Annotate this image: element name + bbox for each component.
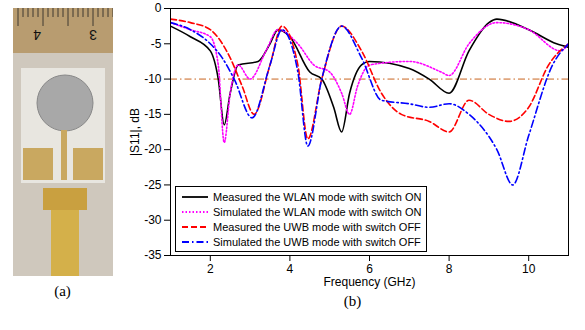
html-text:(a): (a)	[54, 283, 71, 299]
svg-text:2: 2	[207, 262, 214, 276]
html-text:Measured the WLAN mode with sw: Measured the WLAN mode with switch ON	[213, 190, 422, 203]
html-text:Simulated the UWB mode with sw: Simulated the UWB mode with switch OFF	[213, 235, 421, 248]
svg-text:-10: -10	[144, 72, 162, 86]
svg-text:-5: -5	[151, 37, 162, 51]
svg-text:-30: -30	[144, 213, 162, 227]
svg-text:4: 4	[287, 262, 294, 276]
svg-text:-15: -15	[144, 107, 162, 121]
svg-text:6: 6	[366, 262, 373, 276]
svg-text:4: 4	[33, 27, 41, 43]
svg-text:Frequency (GHz): Frequency (GHz)	[323, 275, 415, 289]
svg-text:-20: -20	[144, 142, 162, 156]
html-text:(b): (b)	[343, 293, 362, 309]
svg-text:8: 8	[446, 262, 453, 276]
svg-text:|S11|, dB: |S11|, dB	[128, 108, 142, 156]
html-text:Measured the UWB mode with swi: Measured the UWB mode with switch OFF	[213, 220, 421, 233]
svg-text:3: 3	[89, 27, 97, 43]
svg-text:0: 0	[155, 1, 162, 15]
html-text:Simulated the WLAN mode with s: Simulated the WLAN mode with switch ON	[213, 205, 422, 218]
svg-text:-25: -25	[144, 178, 162, 192]
svg-text:-35: -35	[144, 248, 162, 262]
svg-text:10: 10	[522, 262, 536, 276]
